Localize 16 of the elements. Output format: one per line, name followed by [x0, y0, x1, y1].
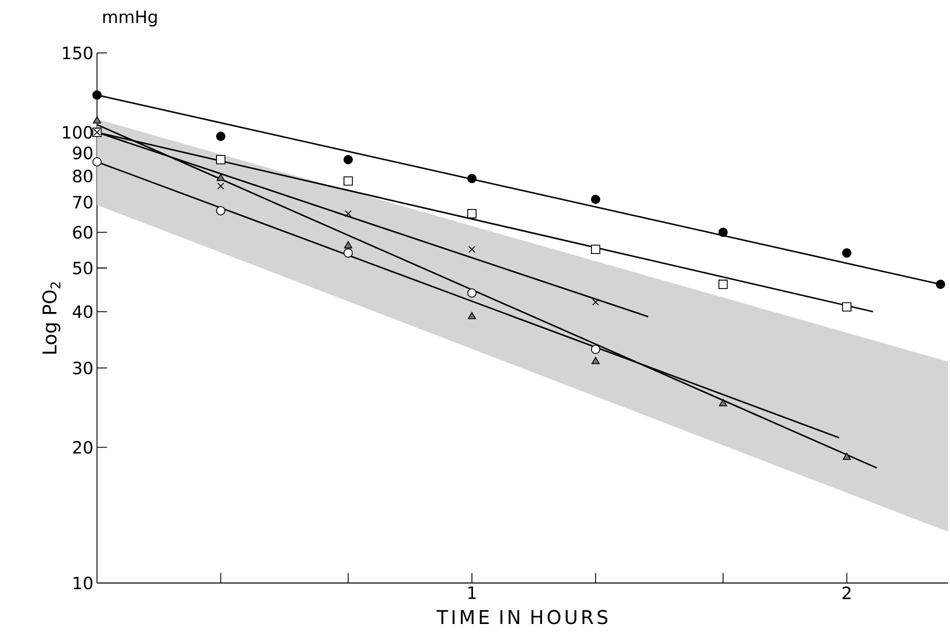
y-tick-label: 60: [73, 226, 92, 239]
y-tick-label: 30: [73, 362, 92, 374]
x-tick-label: 1: [468, 586, 476, 599]
y-tick-label: 70: [73, 196, 92, 209]
y-tick-label: 20: [73, 440, 92, 454]
y-tick-label: 50: [73, 262, 92, 274]
x-tick-label: 2: [842, 586, 850, 600]
y-tick-label: 80: [73, 170, 92, 182]
y-tick-label: 40: [72, 305, 92, 318]
y-tick-label: 150: [63, 46, 92, 60]
y-tick-label: 10: [74, 576, 92, 590]
x-axis-title: TIME IN HOURS: [436, 610, 608, 624]
y-axis-title: Log PO$_{2}$: [42, 282, 60, 354]
y-tick-label: 90: [72, 146, 92, 160]
y-tick-label: 100: [63, 126, 92, 139]
text: mmHg: [103, 10, 157, 26]
